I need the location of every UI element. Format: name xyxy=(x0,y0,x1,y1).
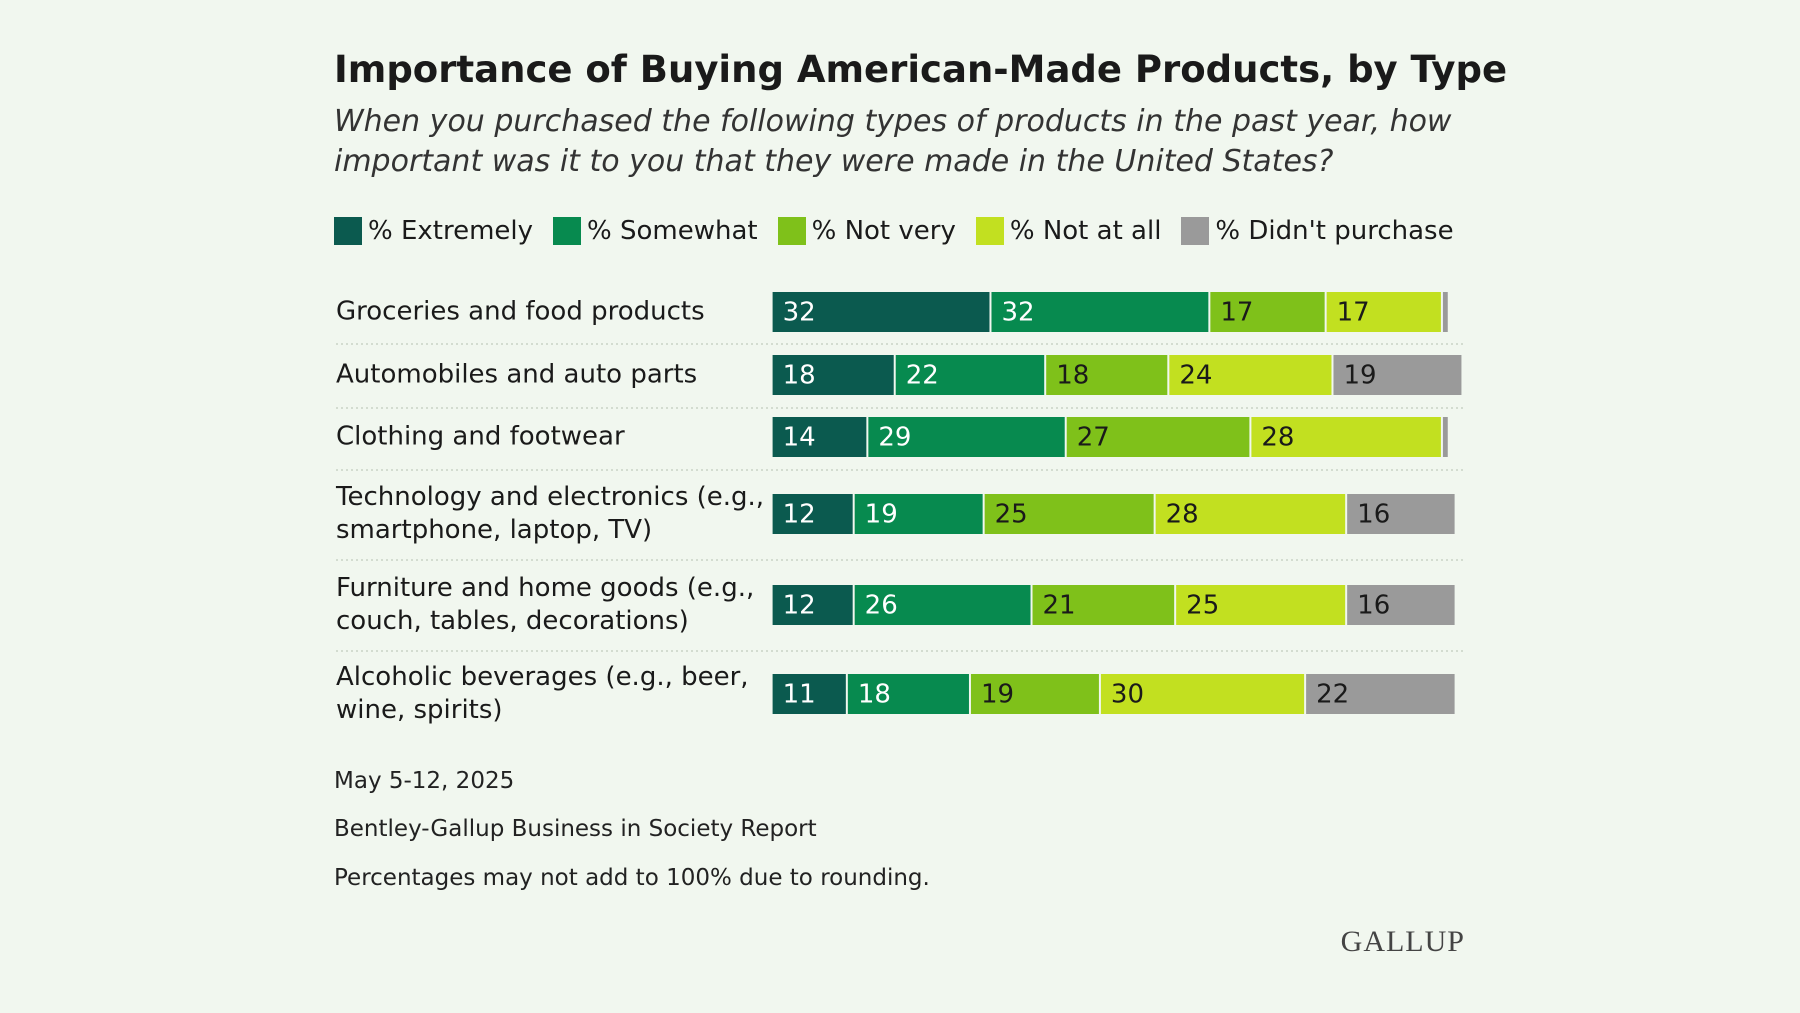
value-label: 32 xyxy=(783,298,816,328)
bar-segment xyxy=(984,494,1154,534)
bar-segment xyxy=(1066,417,1250,457)
legend: % Extremely % Somewhat % Not very % Not at … xyxy=(334,216,1454,246)
bar-segment xyxy=(1046,355,1168,395)
bar-segment xyxy=(847,674,969,714)
legend-label: % Not very xyxy=(811,216,956,246)
bar-segment xyxy=(1442,417,1448,457)
value-label: 21 xyxy=(1043,591,1076,621)
category-label: Clothing and footwear xyxy=(336,421,625,452)
value-label: 22 xyxy=(906,361,939,391)
value-label: 18 xyxy=(1056,361,1089,391)
bar-segment xyxy=(1169,355,1332,395)
bar-segment xyxy=(1442,292,1448,332)
value-label: 32 xyxy=(1001,298,1034,328)
value-label: 25 xyxy=(995,500,1028,530)
bar-segment xyxy=(1155,494,1346,534)
value-label: 28 xyxy=(1166,500,1199,530)
value-label: 30 xyxy=(1111,680,1144,710)
legend-item: % Somewhat xyxy=(553,216,758,246)
bar-segment xyxy=(1347,585,1455,625)
bar-segment xyxy=(1333,355,1462,395)
value-label: 16 xyxy=(1357,591,1390,621)
value-label: 12 xyxy=(783,500,816,530)
legend-swatch xyxy=(777,217,806,245)
legend-item: % Not at all xyxy=(975,216,1162,246)
bar-segment xyxy=(991,292,1209,332)
legend-label: % Somewhat xyxy=(587,216,758,246)
value-label: 11 xyxy=(783,680,816,710)
chart-title: Importance of Buying American-Made Produ… xyxy=(334,48,1508,91)
chart-subtitle: When you purchased the following types o… xyxy=(334,104,1452,179)
bar-segment xyxy=(1210,292,1325,332)
bar-segment xyxy=(854,494,983,534)
bar-segment xyxy=(854,585,1031,625)
footnote: Bentley-Gallup Business in Society Repor… xyxy=(334,816,817,842)
value-label: 14 xyxy=(783,423,816,453)
legend-label: % Didn't purchase xyxy=(1215,216,1454,246)
legend-swatch xyxy=(553,217,582,245)
legend-item: % Didn't purchase xyxy=(1181,216,1454,246)
value-label: 19 xyxy=(865,500,898,530)
category-label: Furniture and home goods (e.g., couch, t… xyxy=(336,573,755,636)
legend-item: % Not very xyxy=(777,216,956,246)
value-label: 19 xyxy=(981,680,1014,710)
legend-swatch xyxy=(1181,217,1210,245)
value-label: 12 xyxy=(783,591,816,621)
value-label: 28 xyxy=(1261,423,1294,453)
value-label: 29 xyxy=(878,423,911,453)
category-label: Groceries and food products xyxy=(336,296,705,327)
bar-segment xyxy=(1326,292,1441,332)
legend-swatch xyxy=(334,217,362,245)
bar-segment xyxy=(868,417,1065,457)
bar-segment xyxy=(1251,417,1441,457)
footnote: May 5-12, 2025 xyxy=(334,768,515,794)
bar-segment xyxy=(772,355,894,395)
value-label: 18 xyxy=(858,680,891,710)
value-label: 24 xyxy=(1179,361,1212,391)
footnote: Percentages may not add to 100% due to r… xyxy=(334,865,930,891)
bar-segment xyxy=(970,674,1099,714)
bar-segment xyxy=(895,355,1045,395)
legend-label: % Extremely xyxy=(368,216,534,246)
value-label: 26 xyxy=(865,591,898,621)
bar-segment xyxy=(772,585,853,625)
value-label: 25 xyxy=(1186,591,1219,621)
bar-segment xyxy=(772,674,846,714)
legend-label: % Not at all xyxy=(1009,216,1162,246)
category-label: Alcoholic beverages (e.g., beer, wine, s… xyxy=(336,662,749,725)
legend-swatch xyxy=(975,217,1004,245)
legend-item: % Extremely xyxy=(334,216,533,246)
bar-segment xyxy=(772,494,853,534)
bar-segment xyxy=(1100,674,1305,714)
bar-segment xyxy=(772,417,867,457)
bar-segment xyxy=(772,292,990,332)
bar-segment xyxy=(1032,585,1175,625)
value-label: 19 xyxy=(1343,361,1376,391)
bar-segment xyxy=(1306,674,1455,714)
value-label: 18 xyxy=(783,361,816,391)
value-label: 17 xyxy=(1220,298,1253,328)
logo: GALLUP xyxy=(1340,925,1465,958)
category-label: Technology and electronics (e.g., smartp… xyxy=(336,482,765,545)
category-label: Automobiles and auto parts xyxy=(336,359,698,390)
value-label: 16 xyxy=(1357,500,1390,530)
bar-segment xyxy=(1176,585,1346,625)
value-label: 22 xyxy=(1316,680,1349,710)
value-label: 27 xyxy=(1077,423,1110,453)
bar-segment xyxy=(1347,494,1455,534)
value-label: 17 xyxy=(1337,298,1370,328)
